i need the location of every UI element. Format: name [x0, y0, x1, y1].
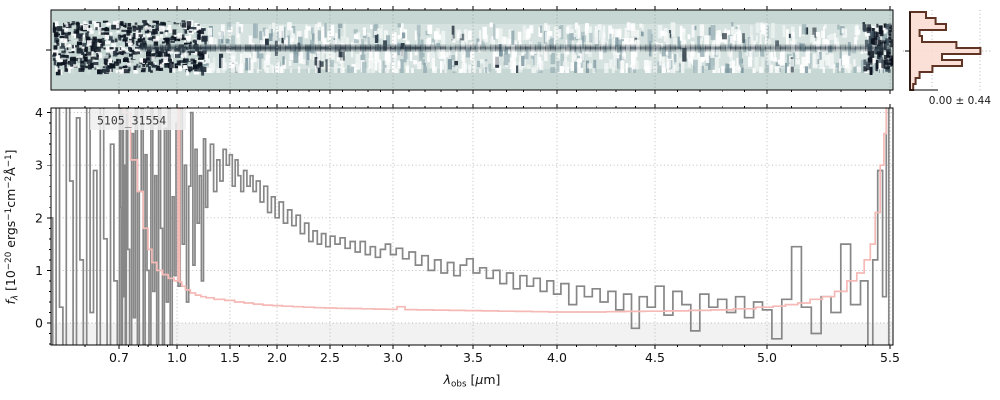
below-zero-shade	[51, 323, 893, 345]
panel-2d-gridlines	[118, 11, 891, 89]
x-tick-label: 5.5	[880, 350, 900, 365]
x-tick-label: 0.7	[109, 350, 129, 365]
source-id-box	[90, 109, 186, 130]
panel-1d-border	[50, 107, 894, 346]
y-tick-label: 3	[35, 158, 43, 173]
source-id-label: 5105_31554	[97, 114, 166, 128]
flux-line	[51, 108, 890, 345]
tick-labels: 0.7 1.0 1.5 2.0 2.5 3.0 3.5 4.0 4.5 5.0 5.5 0 1 2 3 4	[35, 105, 900, 365]
x-tick-label: 3.0	[383, 350, 403, 365]
panel-2d-ticks	[46, 6, 891, 94]
histogram-steps	[909, 11, 982, 91]
spectrum-2d-panel	[46, 6, 894, 94]
y-tick-label: 4	[35, 105, 43, 120]
series-lines	[51, 108, 890, 345]
x-tick-label: 4.0	[547, 350, 567, 365]
spectrum-1d-panel: 0.7 1.0 1.5 2.0 2.5 3.0 3.5 4.0 4.5 5.0 5.5 0 1 2 3 4 λo…	[3, 104, 900, 390]
x-tick-label: 1.0	[167, 350, 187, 365]
profile-histogram-panel: 0.00 ± 0.44	[903, 10, 993, 107]
y-tick-label: 2	[35, 210, 43, 225]
x-tick-label: 2.0	[267, 350, 287, 365]
x-axis-label: λobs [μm]	[443, 372, 501, 390]
y-axis-label: fλ [10−20 ergs−1cm−2Å−1]	[3, 149, 21, 304]
error-line	[122, 108, 888, 313]
x-tick-label: 4.5	[645, 350, 665, 365]
y-tick-label: 0	[35, 316, 43, 331]
x-tick-label: 3.5	[463, 350, 483, 365]
spectrum-2d-noise	[52, 20, 893, 76]
spectral-trace	[140, 44, 891, 52]
y-tick-label: 1	[35, 263, 43, 278]
x-tick-label: 1.5	[220, 350, 240, 365]
panel-1d-ticks	[47, 104, 891, 349]
x-tick-label: 5.0	[757, 350, 777, 365]
x-tick-label: 2.5	[320, 350, 340, 365]
profile-stat-label: 0.00 ± 0.44	[929, 95, 992, 107]
